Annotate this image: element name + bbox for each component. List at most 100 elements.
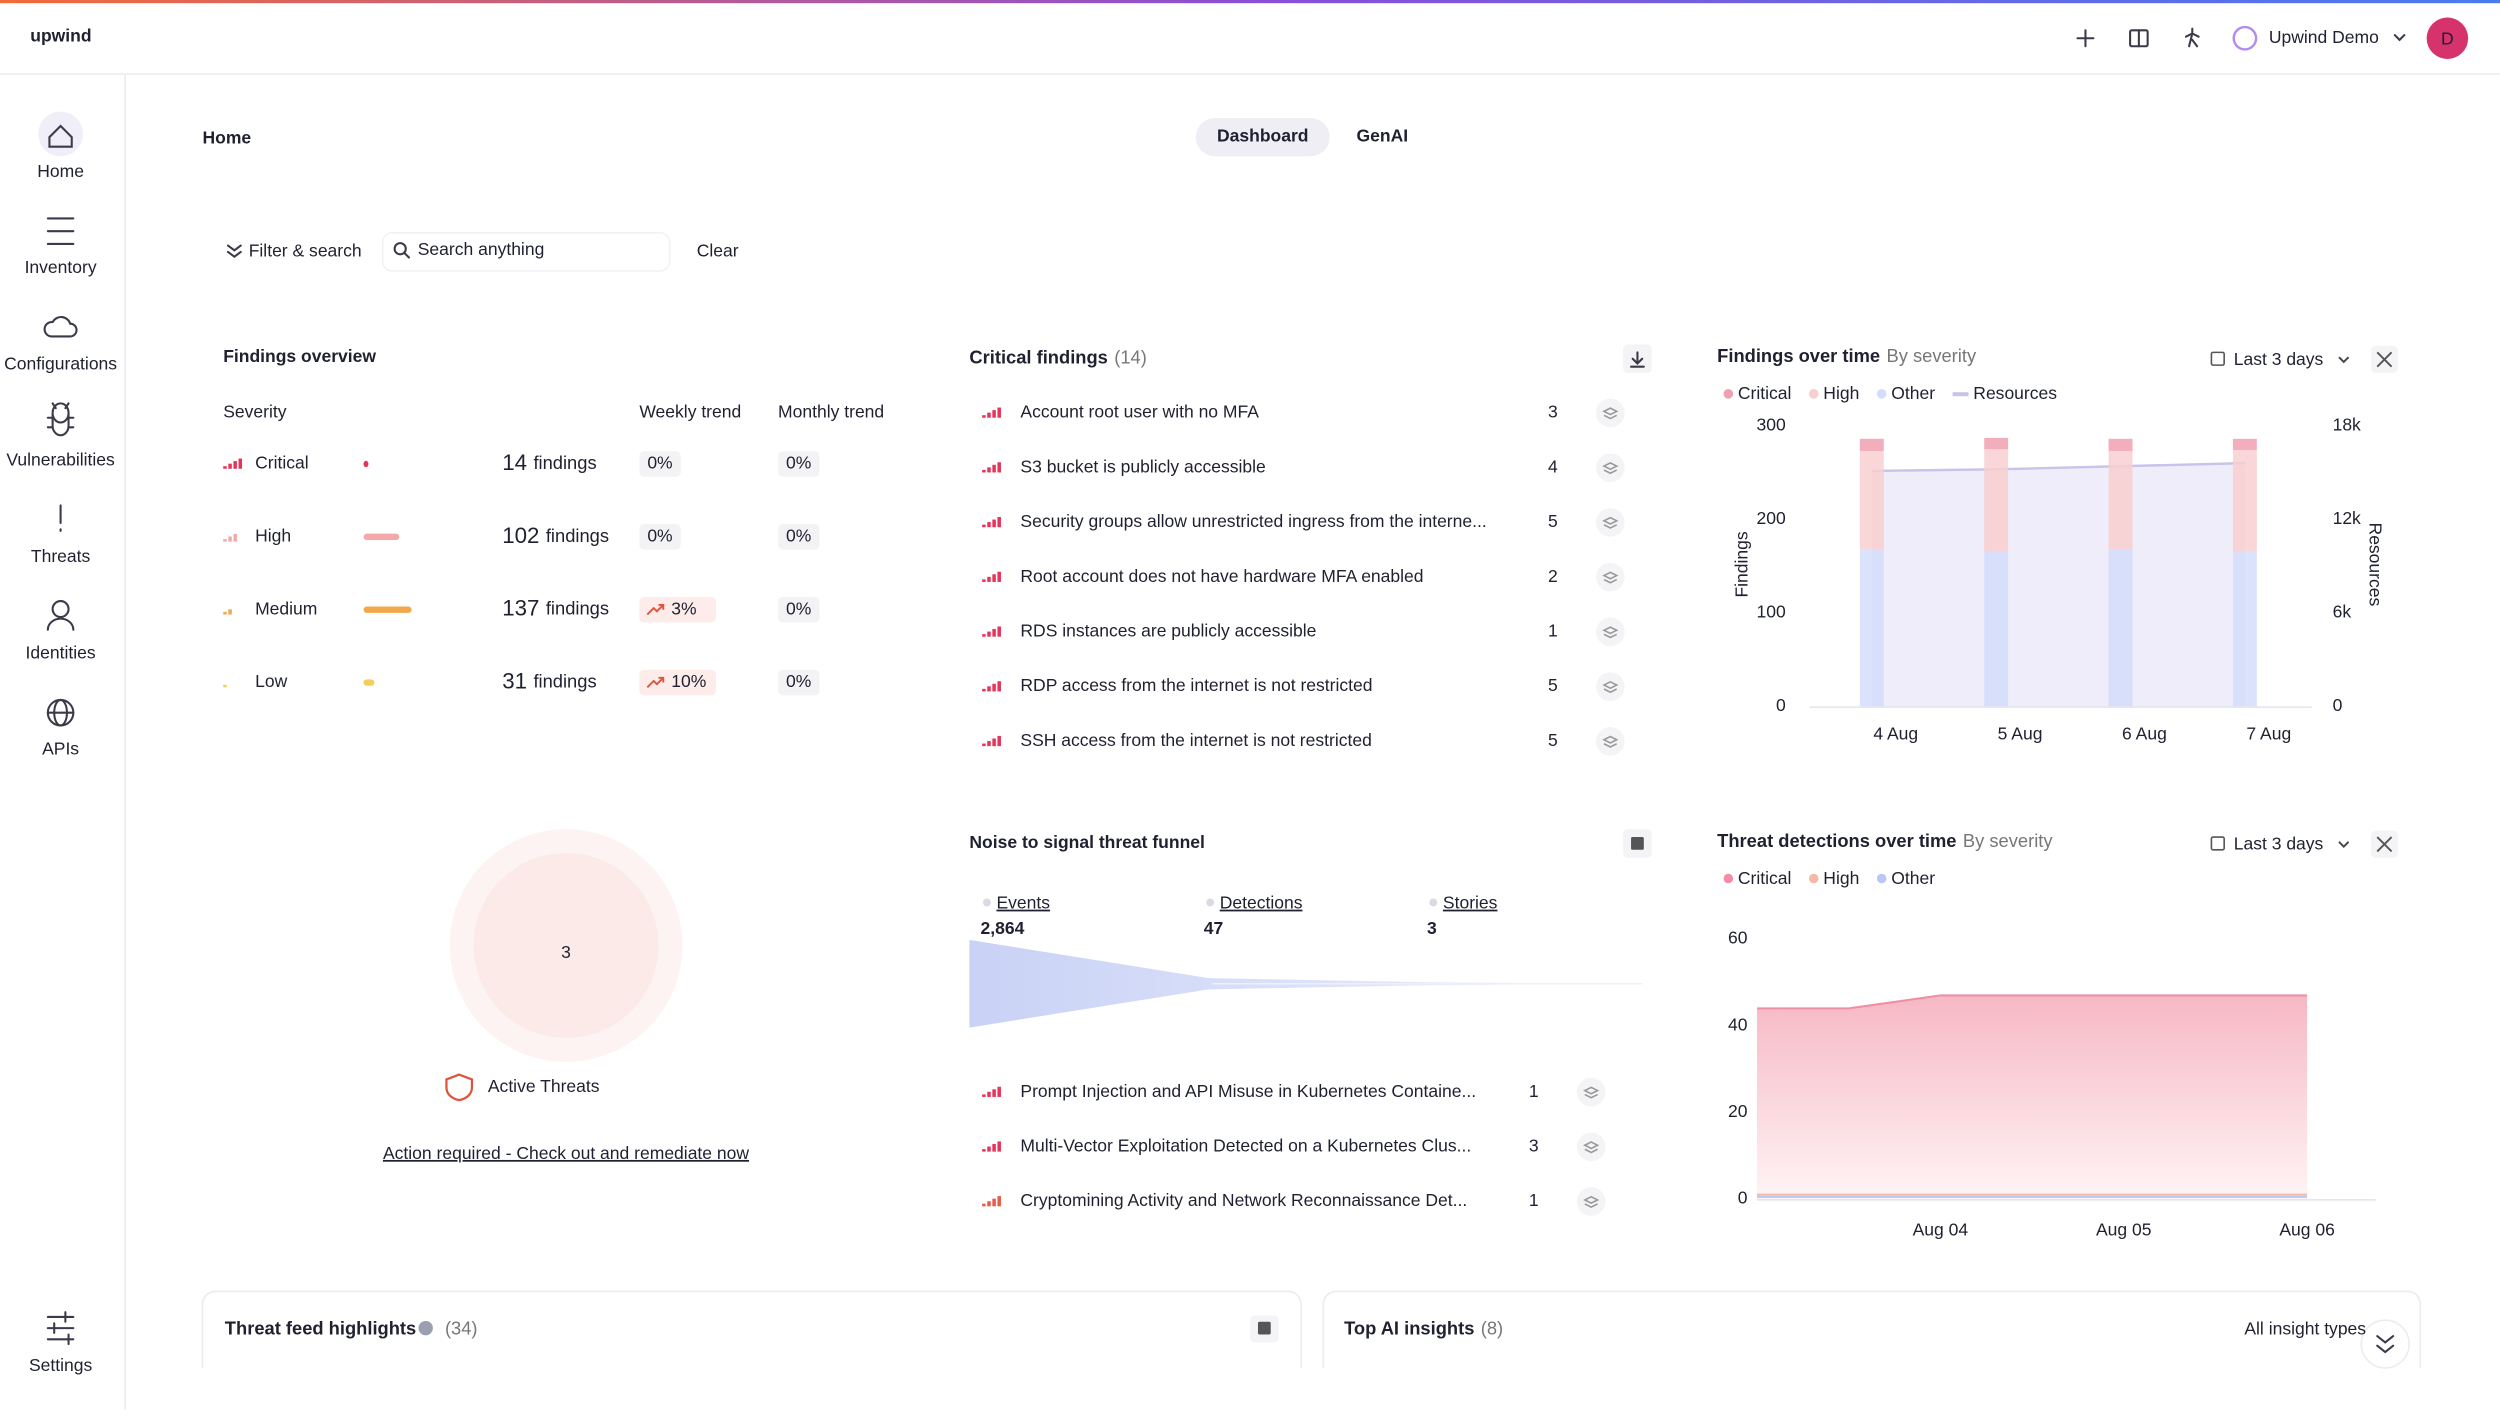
layer-button[interactable]: [1595, 727, 1625, 756]
x-tick-label: 5 Aug: [1998, 724, 2043, 744]
chart-title: Threat detections over time By severity: [1717, 830, 2053, 851]
trend-value: 0%: [647, 525, 672, 545]
nav-label[interactable]: Settings: [29, 1355, 93, 1375]
trend-badge: [778, 524, 820, 550]
list-item[interactable]: Account root user with no MFA: [1020, 402, 1259, 422]
list-count: 5: [1548, 675, 1558, 695]
layer-button[interactable]: [1595, 672, 1625, 701]
vulnerabilities-icon[interactable]: [46, 402, 75, 437]
filter-toggle[interactable]: Filter & search: [249, 241, 362, 261]
trend-badge: [778, 451, 820, 477]
total: (14): [1114, 347, 1147, 368]
severity-name: Low: [255, 671, 287, 691]
layer-button[interactable]: [1576, 1132, 1606, 1162]
list-item[interactable]: Security groups allow unrestricted ingre…: [1020, 511, 1486, 531]
layer-button[interactable]: [1576, 1187, 1606, 1216]
layer-icon: [1583, 1141, 1600, 1154]
layer-button[interactable]: [1595, 562, 1625, 592]
filter-chevrons[interactable]: [226, 244, 242, 258]
list-item[interactable]: RDP access from the internet is not rest…: [1020, 675, 1372, 695]
bar-segment: [2108, 450, 2133, 550]
nav-label[interactable]: Inventory: [25, 257, 97, 277]
range-chevron: [2338, 841, 2350, 848]
layer-button[interactable]: [1595, 617, 1625, 647]
stage-name[interactable]: Stories: [1443, 893, 1498, 913]
list-item[interactable]: Prompt Injection and API Misuse in Kuber…: [1020, 1081, 1476, 1101]
x-tick-label: Aug 05: [2096, 1219, 2152, 1239]
clear-button[interactable]: Clear: [697, 241, 739, 261]
nav-label[interactable]: APIs: [42, 739, 79, 759]
list-count: 2: [1548, 566, 1558, 586]
shield-icon: [445, 1073, 474, 1102]
nav-label[interactable]: Identities: [26, 642, 96, 662]
range-select[interactable]: Last 3 days: [2234, 349, 2324, 369]
layer-icon: [1602, 571, 1619, 584]
tab[interactable]: GenAI: [1357, 126, 1409, 146]
stage-name[interactable]: Events: [996, 893, 1050, 913]
identities-icon[interactable]: [46, 600, 75, 631]
layer-button[interactable]: [1595, 398, 1625, 428]
stage-name[interactable]: Detections: [1220, 893, 1303, 913]
avatar[interactable]: [2426, 17, 2469, 59]
range-select[interactable]: Last 3 days: [2234, 834, 2324, 854]
nav-label[interactable]: Vulnerabilities: [6, 450, 115, 470]
list-item[interactable]: Root account does not have hardware MFA …: [1020, 566, 1423, 586]
severity-icon: [982, 579, 986, 582]
severity-icon: [233, 533, 237, 542]
unit: findings: [533, 452, 596, 473]
layer-icon: [1583, 1086, 1600, 1099]
nav-label[interactable]: Threats: [31, 546, 91, 566]
account-chevron[interactable]: [2393, 34, 2406, 42]
list-count: 5: [1548, 730, 1558, 750]
nav-label[interactable]: Configurations: [4, 353, 117, 373]
stage-dot: [1429, 898, 1438, 907]
configurations-icon[interactable]: [43, 315, 78, 338]
layer-button[interactable]: [1576, 1077, 1606, 1107]
nav-label[interactable]: Home: [37, 161, 84, 181]
insight-filter[interactable]: All insight types: [2244, 1318, 2366, 1338]
scroll-button[interactable]: [2360, 1319, 2410, 1369]
layer-button[interactable]: [1595, 453, 1625, 483]
list-item[interactable]: S3 bucket is publicly accessible: [1020, 456, 1265, 476]
tab[interactable]: Dashboard: [1217, 126, 1309, 146]
inventory-icon[interactable]: [46, 217, 75, 245]
title: Threat detections over time: [1717, 830, 1956, 851]
severity-icon: [982, 743, 986, 747]
feed-open-icon: [1257, 1321, 1271, 1335]
severity-icon: [982, 634, 986, 637]
severity-icon: [992, 683, 996, 692]
trend-value: 3%: [671, 598, 696, 618]
finding-count: 102 findings: [502, 523, 609, 548]
list-item[interactable]: Multi-Vector Exploitation Detected on a …: [1020, 1135, 1471, 1155]
list-item[interactable]: RDS instances are publicly accessible: [1020, 621, 1316, 641]
list-item[interactable]: SSH access from the internet is not rest…: [1020, 730, 1371, 750]
legend-swatch: [1876, 389, 1887, 399]
user-icon[interactable]: [2184, 27, 2200, 48]
account-name[interactable]: Upwind Demo: [2269, 27, 2379, 47]
list-item[interactable]: Cryptomining Activity and Network Reconn…: [1020, 1190, 1467, 1210]
count-bar: [363, 533, 400, 541]
trend-arrow: [646, 603, 665, 616]
unit: findings: [533, 670, 596, 691]
top-bar: [0, 0, 2500, 4]
threat-action[interactable]: Action required - Check out and remediat…: [383, 1143, 749, 1163]
trend-badge: [639, 524, 681, 550]
layer-icon: [1583, 1195, 1600, 1209]
severity-icon: [987, 631, 991, 637]
settings-icon[interactable]: [46, 1311, 75, 1346]
info-icon[interactable]: [418, 1320, 433, 1336]
search-box[interactable]: [381, 231, 671, 272]
severity-icon: [997, 1196, 1001, 1207]
severity-icon: [997, 681, 1001, 692]
home-icon[interactable]: [48, 124, 73, 148]
add-icon[interactable]: [2076, 29, 2095, 48]
severity-icon: [997, 1086, 1001, 1097]
legend-label: High: [1823, 868, 1859, 888]
ai-insights-card: [1322, 1290, 2422, 1368]
y-tick-label: 60: [1728, 928, 1748, 948]
bar-segment: [1859, 450, 1884, 550]
y2-tick-label: 12k: [2333, 508, 2361, 528]
scroll-chevrons: [2376, 1335, 2395, 1354]
layer-button[interactable]: [1595, 508, 1625, 537]
trend-badge: [778, 669, 820, 696]
